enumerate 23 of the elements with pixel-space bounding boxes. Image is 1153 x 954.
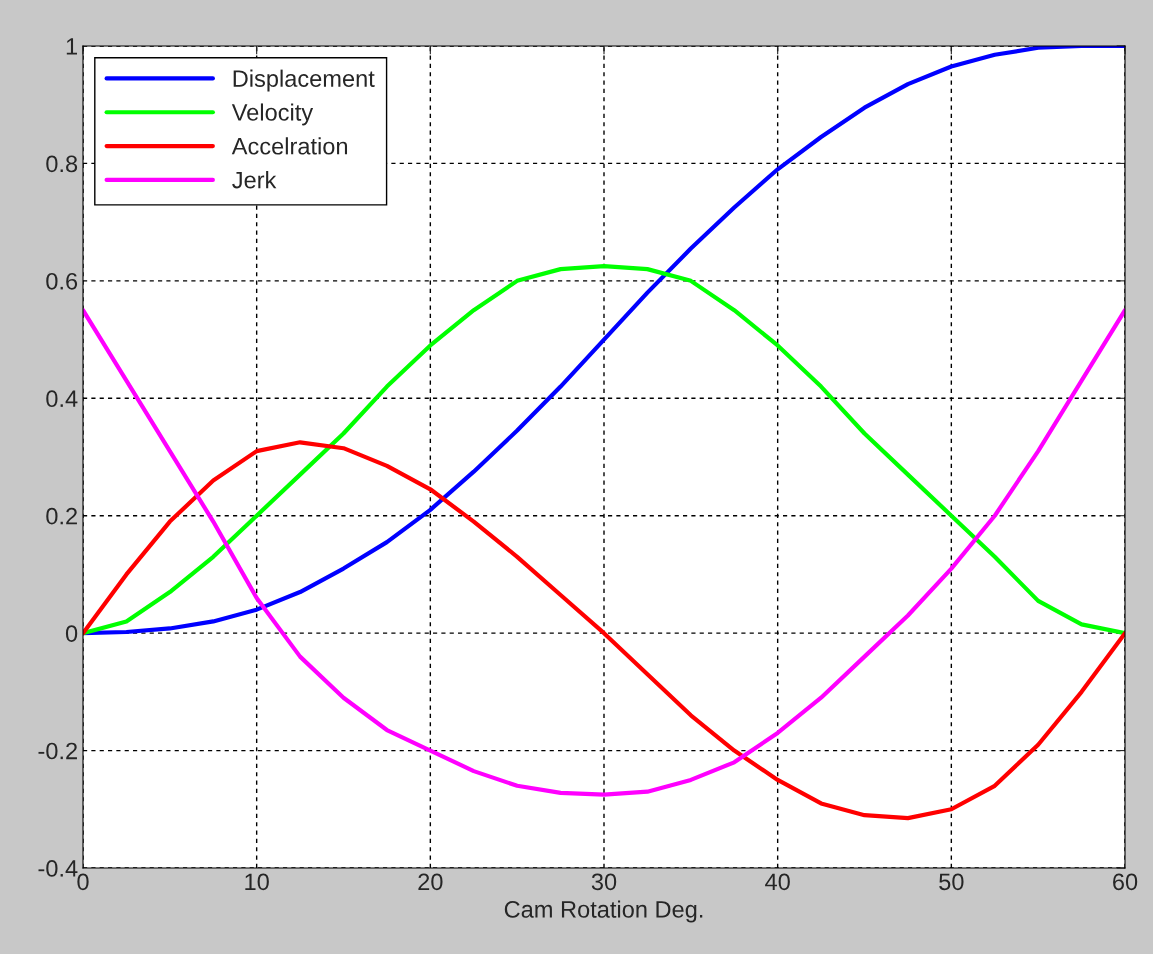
x-tick-label: 20	[418, 873, 443, 891]
y-tick-label: 0.6	[46, 272, 78, 290]
x-tick-label: 50	[939, 873, 964, 891]
y-tick-label: 0.2	[46, 507, 77, 525]
x-tick-label: 30	[591, 873, 617, 891]
line-series	[83, 440, 1125, 821]
y-tick-label: -0.4	[38, 860, 78, 877]
line-series	[83, 308, 1125, 797]
x-tick-label: 60	[1113, 873, 1138, 891]
legend-label: Accelration	[231, 137, 348, 155]
x-tick-label: 0	[77, 873, 89, 891]
x-tick-label: 10	[245, 873, 269, 891]
y-tick-label: -0.2	[38, 742, 77, 760]
x-tick-label: 40	[765, 873, 790, 891]
x-axis-title: Cam Rotation Deg.	[504, 900, 703, 923]
line-series	[83, 264, 1125, 636]
legend-label: Displacement	[233, 69, 375, 92]
legend-label: Jerk	[232, 171, 277, 189]
y-tick-label: 1	[66, 38, 77, 55]
y-tick-label: 0.4	[46, 390, 78, 408]
y-tick-label: 0	[65, 625, 78, 642]
legend-label: Velocity	[231, 103, 314, 126]
y-tick-label: 0.8	[46, 155, 78, 173]
